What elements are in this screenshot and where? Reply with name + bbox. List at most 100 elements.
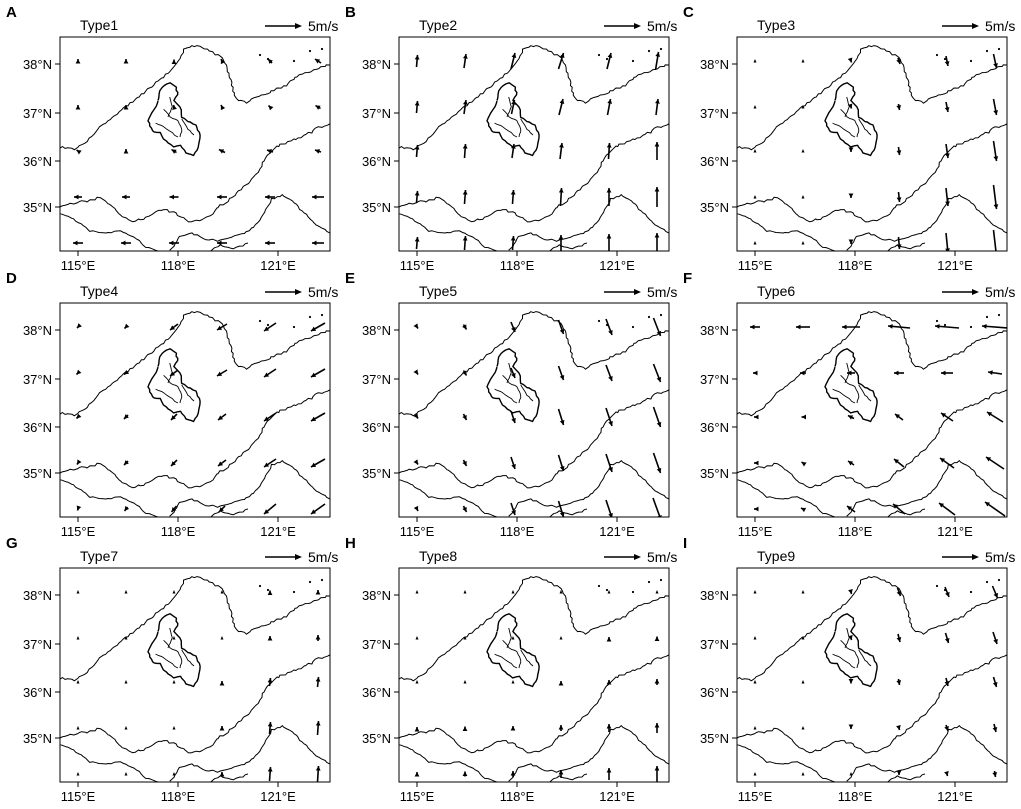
island (308, 580, 312, 584)
wind-vector (559, 590, 563, 594)
province-border (399, 213, 498, 251)
panel-letter: A (6, 4, 17, 21)
wind-vector-head (847, 57, 853, 63)
district-border (832, 388, 856, 404)
wind-vector-head (654, 187, 660, 192)
wind-vector-head (896, 725, 901, 730)
wind-vector (463, 680, 467, 684)
island (647, 580, 651, 584)
wind-vector-head (656, 467, 662, 473)
wind-vector-head (124, 414, 129, 419)
district-border (506, 96, 512, 118)
wind-vector-head (413, 413, 418, 419)
lon-tick-label: 115°E (400, 258, 435, 273)
lat-tick-label: 35°N (700, 466, 729, 481)
wind-vector-head (510, 190, 516, 195)
wind-vector-head (462, 460, 467, 466)
wind-vector-head (801, 507, 807, 513)
coastline (737, 654, 1007, 754)
map-frame (736, 36, 1008, 252)
wind-vector (124, 590, 128, 594)
wind-vector-head (848, 193, 854, 198)
wind-vector-head (122, 194, 127, 200)
lon-tick-label: 118°E (161, 258, 196, 273)
reference-arrow-head (295, 554, 302, 560)
province-border (887, 508, 926, 517)
wind-vector-head (608, 512, 613, 517)
wind-vector-head (940, 458, 946, 463)
lat-tick-label: 35°N (362, 731, 391, 746)
wind-field (750, 323, 1007, 517)
panel-type-label: Type8 (419, 548, 457, 564)
reference-vector-label: 5m/s (647, 284, 677, 300)
wind-vector-head (462, 414, 467, 420)
wind-vector-head (754, 414, 759, 420)
wind-vector-head (264, 372, 270, 377)
island (647, 49, 651, 53)
reference-arrow-head (634, 23, 641, 29)
wind-vector-head (315, 59, 321, 64)
wind-vector-head (462, 190, 468, 195)
wind-vector (124, 680, 128, 684)
district-border (844, 362, 850, 384)
wind-vector-head (753, 370, 758, 376)
wind-vector-head (315, 677, 321, 682)
wind-vector-head (77, 323, 82, 328)
wind-vector (801, 636, 805, 640)
wind-vector-head (559, 419, 565, 425)
wind-vector-head (413, 505, 419, 511)
wind-vector-head (893, 504, 898, 509)
wind-vector-head (510, 726, 516, 731)
wind-vector-head (656, 421, 662, 427)
lon-tick-label: 115°E (61, 524, 96, 539)
island (969, 590, 973, 594)
wind-vector (801, 195, 805, 199)
wind-vector (753, 59, 757, 63)
wind-vector-head (218, 415, 224, 420)
wind-vector-head (754, 460, 759, 466)
district-border (844, 96, 850, 118)
map-frame (398, 302, 670, 518)
lon-tick-label: 121°E (260, 524, 296, 539)
wind-vector (992, 229, 997, 251)
province-border (737, 213, 836, 251)
lat-tick-label: 35°N (700, 731, 729, 746)
lat-tick-label: 35°N (23, 200, 52, 215)
panel-letter: G (6, 535, 18, 552)
lat-tick-label: 36°N (23, 420, 52, 435)
reference-vector-label: 5m/s (647, 18, 677, 34)
lat-tick-label: 36°N (362, 420, 391, 435)
wind-vector-head (219, 726, 225, 731)
wind-vector-head (124, 323, 130, 329)
province-border (508, 460, 669, 517)
wind-vector-head (171, 507, 177, 512)
wind-vector-head (315, 766, 321, 771)
lat-tick-label: 35°N (23, 466, 52, 481)
district-border (840, 639, 860, 669)
wind-vector-head (896, 197, 902, 202)
wind-vector-head (414, 727, 420, 732)
reference-arrow-head (972, 289, 979, 295)
wind-vector-head (264, 326, 270, 331)
wind-vector (511, 680, 515, 684)
wind-vector (753, 149, 757, 153)
island (943, 323, 947, 327)
lat-tick-label: 37°N (23, 637, 52, 652)
district-border (181, 384, 195, 402)
wind-vector-head (896, 637, 902, 642)
wind-vector-head (267, 636, 273, 641)
city-boundary (486, 82, 540, 157)
panel-type-label: Type5 (419, 283, 457, 299)
wind-vector-head (558, 770, 564, 775)
island (943, 57, 947, 61)
wind-vector-head (655, 99, 660, 104)
wind-vector-head (847, 370, 852, 376)
wind-vector-head (896, 58, 901, 64)
coastline (737, 45, 1007, 151)
district-border (155, 388, 179, 404)
wind-vector-head (77, 459, 82, 465)
lat-tick-label: 38°N (700, 57, 729, 72)
reference-arrow-head (295, 23, 302, 29)
base-map (399, 311, 669, 517)
island (320, 578, 324, 582)
